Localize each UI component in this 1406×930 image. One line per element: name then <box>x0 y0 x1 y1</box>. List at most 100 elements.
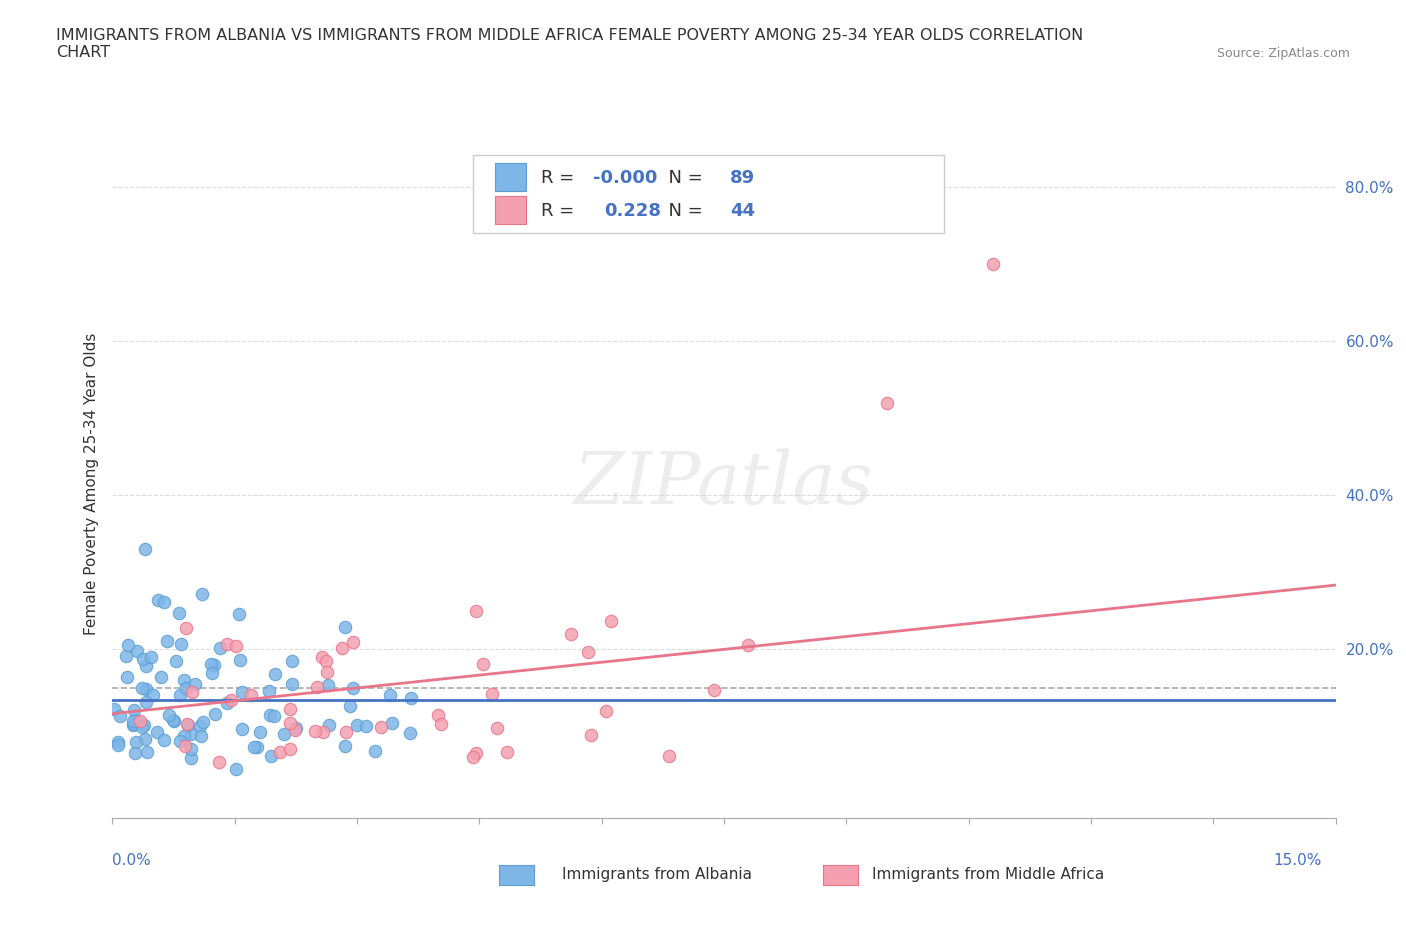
Y-axis label: Female Poverty Among 25-34 Year Olds: Female Poverty Among 25-34 Year Olds <box>83 332 98 635</box>
Point <box>117 670 139 684</box>
Point <box>135 682 157 697</box>
Point <box>260 749 283 764</box>
Point <box>208 754 231 769</box>
Point <box>204 707 226 722</box>
Text: ZIPatlas: ZIPatlas <box>574 448 875 519</box>
Point <box>122 703 145 718</box>
Point <box>330 641 353 656</box>
Point <box>204 658 226 672</box>
Point <box>136 744 159 759</box>
Point <box>173 729 195 744</box>
Point <box>333 619 356 634</box>
Point <box>239 687 262 702</box>
Point <box>122 713 145 728</box>
Text: IMMIGRANTS FROM ALBANIA VS IMMIGRANTS FROM MIDDLE AFRICA FEMALE POVERTY AMONG 25: IMMIGRANTS FROM ALBANIA VS IMMIGRANTS FR… <box>56 28 1084 60</box>
Point <box>342 634 364 649</box>
Point <box>165 653 187 668</box>
Point <box>263 667 285 682</box>
Point <box>335 724 357 739</box>
Point <box>304 724 326 738</box>
Point <box>215 636 238 651</box>
Point <box>127 644 149 658</box>
Point <box>142 687 165 702</box>
Point <box>124 745 146 760</box>
Point <box>170 636 193 651</box>
Point <box>190 729 212 744</box>
Point <box>486 721 509 736</box>
Text: 0.228: 0.228 <box>605 203 661 220</box>
Point <box>229 653 252 668</box>
Point <box>246 740 269 755</box>
Point <box>228 606 250 621</box>
Point <box>981 257 1004 272</box>
Point <box>173 673 195 688</box>
Point <box>115 649 138 664</box>
Point <box>153 733 176 748</box>
FancyBboxPatch shape <box>495 196 526 224</box>
Point <box>139 649 162 664</box>
Point <box>103 702 125 717</box>
Point <box>281 677 304 692</box>
Point <box>155 633 177 648</box>
Point <box>284 721 307 736</box>
FancyBboxPatch shape <box>474 155 945 232</box>
Point <box>135 695 157 710</box>
Point <box>318 718 340 733</box>
Point <box>370 719 392 734</box>
Point <box>221 693 243 708</box>
Point <box>201 665 224 680</box>
FancyBboxPatch shape <box>495 163 526 191</box>
Point <box>257 684 280 698</box>
Point <box>131 720 153 735</box>
Point <box>135 658 157 673</box>
Point <box>876 395 898 410</box>
Point <box>225 638 247 653</box>
Point <box>399 690 422 705</box>
Point <box>658 749 681 764</box>
Point <box>117 638 139 653</box>
Point <box>125 712 148 727</box>
Point <box>472 657 495 671</box>
Point <box>339 698 361 713</box>
Point <box>312 724 335 739</box>
Point <box>364 743 387 758</box>
Point <box>177 717 200 732</box>
Point <box>215 696 238 711</box>
Text: 0.0%: 0.0% <box>112 853 152 868</box>
Text: 15.0%: 15.0% <box>1274 853 1322 868</box>
Point <box>174 620 197 635</box>
Point <box>134 732 156 747</box>
Point <box>243 739 266 754</box>
Point <box>465 604 488 618</box>
Text: R =: R = <box>540 169 579 187</box>
Point <box>269 745 291 760</box>
Point <box>378 687 401 702</box>
Point <box>180 751 202 765</box>
Point <box>316 664 339 679</box>
Point <box>600 614 623 629</box>
Point <box>184 676 207 691</box>
Point <box>108 708 131 723</box>
Text: Immigrants from Middle Africa: Immigrants from Middle Africa <box>872 867 1104 882</box>
Point <box>125 735 148 750</box>
Point <box>281 653 304 668</box>
Point <box>703 683 725 698</box>
Point <box>169 687 191 702</box>
Point <box>346 718 368 733</box>
Point <box>134 718 156 733</box>
Point <box>132 652 155 667</box>
Point <box>464 746 486 761</box>
Point <box>231 684 253 699</box>
Point <box>263 709 285 724</box>
Point <box>342 681 364 696</box>
Point <box>162 713 184 728</box>
Text: Immigrants from Albania: Immigrants from Albania <box>562 867 752 882</box>
Point <box>146 724 169 739</box>
Point <box>157 707 180 722</box>
Point <box>576 644 599 659</box>
Point <box>208 641 231 656</box>
Point <box>191 715 214 730</box>
Point <box>461 750 484 764</box>
Text: N =: N = <box>657 203 709 220</box>
Point <box>311 649 333 664</box>
